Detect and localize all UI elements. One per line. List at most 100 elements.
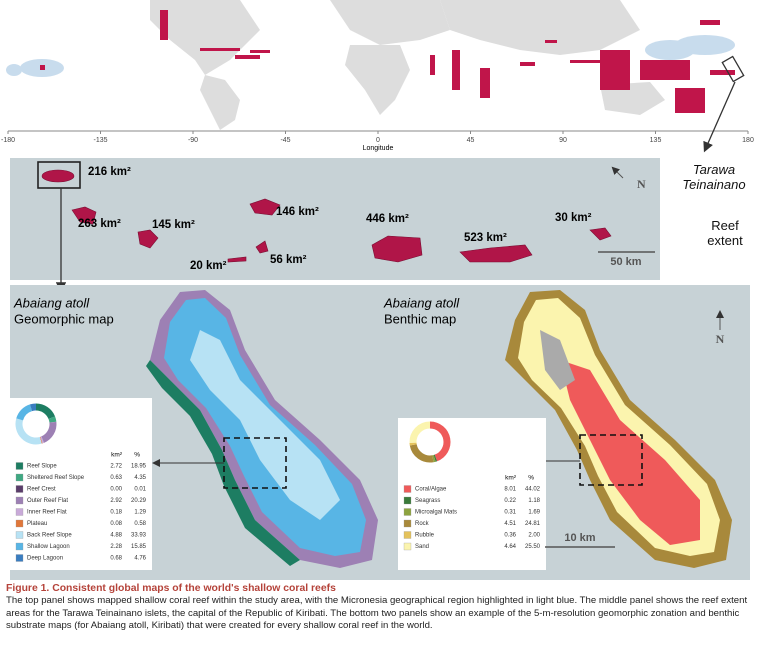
- legend-percent: 0.58: [134, 521, 146, 527]
- panel-site: Abaiang atoll: [13, 295, 90, 310]
- legend-percent: 4.76: [134, 556, 146, 562]
- legend-swatch: [15, 496, 24, 505]
- legend-swatch: [15, 473, 24, 482]
- legend-label: Deep Lagoon: [27, 556, 63, 562]
- legend-swatch: [15, 542, 24, 551]
- legend-percent: 18.95: [131, 464, 147, 470]
- legend-area: 4.88: [110, 533, 122, 539]
- legend-label: Sheltered Reef Slope: [27, 475, 85, 481]
- legend-swatch: [15, 485, 24, 493]
- legend-percent: 15.85: [131, 544, 147, 550]
- legend-label: Shallow Lagoon: [27, 544, 70, 550]
- north-label: N: [637, 177, 646, 191]
- legend-percent: 0.01: [134, 487, 146, 493]
- legend-label: Plateau: [27, 521, 47, 527]
- tick-label: 0: [376, 137, 380, 144]
- legend-area: 2.92: [110, 498, 122, 504]
- legend-area: 0.18: [110, 510, 122, 516]
- legend-swatch: [403, 496, 412, 505]
- legend-label: Sand: [415, 544, 429, 550]
- legend-area: 2.28: [110, 544, 122, 550]
- legend-swatch: [403, 485, 412, 493]
- tick-label: 45: [467, 137, 475, 144]
- legend-swatch: [15, 531, 24, 539]
- world-map: [6, 0, 748, 153]
- tick-label: 90: [559, 137, 567, 144]
- legend-percent: 1.29: [134, 510, 146, 516]
- legend-percent: 2.00: [528, 533, 540, 539]
- area-label: 523 km²: [464, 232, 507, 244]
- panel-title: Benthic map: [384, 311, 456, 326]
- scale-bar-label: 10 km: [564, 532, 595, 544]
- legends: km² % Reef Slope 2.72 18.95 Sheltered Reef Sl…: [15, 403, 541, 562]
- caption-title: Figure 1. Consistent global maps of the …: [6, 583, 336, 594]
- scale-bar-label: 50 km: [610, 256, 641, 268]
- column-header: km²: [505, 475, 517, 482]
- axis-label: Longitude: [363, 145, 394, 152]
- reef-extent-panel: N 50 km: [10, 158, 660, 293]
- figure-graphics: -180 -135 -90 -45 0 45 90 135 180 Longitude N 50…: [1, 0, 754, 580]
- panel-site: Abaiang atoll: [383, 295, 460, 310]
- legend-percent: 33.93: [131, 533, 147, 539]
- legend-percent: 20.29: [131, 498, 147, 504]
- legend-area: 0.63: [110, 475, 122, 481]
- column-header: %: [528, 475, 534, 482]
- donut-segment: [16, 404, 33, 421]
- legend-area: 8.01: [504, 487, 516, 493]
- legend-label: Seagrass: [415, 498, 440, 504]
- legend-area: 0.31: [504, 510, 516, 516]
- legend-percent: 1.69: [528, 510, 540, 516]
- legend-label: Reef Crest: [27, 487, 56, 493]
- area-label: 263 km²: [78, 218, 121, 230]
- legend-area: 0.36: [504, 533, 516, 539]
- donut-segment: [429, 421, 451, 462]
- area-label: 446 km²: [366, 213, 409, 225]
- tick-label: -180: [1, 137, 15, 144]
- legend-swatch: [15, 554, 24, 562]
- legend-swatch: [403, 508, 412, 516]
- legend-label: Outer Reef Flat: [27, 498, 68, 504]
- area-labels: 216 km² 263 km² 145 km² 146 km² 446 km² 523 k…: [78, 166, 592, 272]
- column-header: km²: [111, 452, 123, 459]
- area-label: 30 km²: [555, 212, 592, 224]
- legend-label: Inner Reef Flat: [27, 510, 67, 516]
- tick-label: 135: [650, 137, 662, 144]
- area-label: 56 km²: [270, 254, 307, 266]
- legend-label: Coral/Algae: [415, 487, 447, 493]
- legend-swatch: [15, 462, 24, 470]
- area-label: 145 km²: [152, 219, 195, 231]
- legend-label: Rubble: [415, 533, 435, 539]
- legend-percent: 1.18: [528, 498, 540, 504]
- callout-label: Reef extent: [707, 218, 743, 248]
- donut-segment: [409, 421, 431, 443]
- legend-percent: 25.50: [525, 544, 541, 550]
- legend-swatch: [15, 508, 24, 516]
- legend-label: Back Reef Slope: [27, 533, 72, 539]
- legend-swatch: [403, 519, 412, 528]
- legend-percent: 4.35: [134, 475, 146, 481]
- legend-area: 0.00: [110, 487, 122, 493]
- atoll-panel: N 10 km Abaiang atoll Geomorphic map Aba…: [10, 285, 750, 580]
- legend-area: 2.72: [110, 464, 122, 470]
- longitude-axis: -180 -135 -90 -45 0 45 90 135 180: [1, 131, 754, 144]
- tick-label: 180: [742, 137, 754, 144]
- legend-label: Rock: [415, 521, 430, 527]
- north-label: N: [716, 332, 725, 346]
- legend-area: 0.68: [110, 556, 122, 562]
- legend-percent: 44.02: [525, 487, 541, 493]
- donut-segment: [15, 418, 42, 445]
- legend-percent: 24.81: [525, 521, 541, 527]
- legend-swatch: [403, 531, 412, 539]
- caption: Figure 1. Consistent global maps of the …: [6, 583, 756, 633]
- legend-swatch: [15, 519, 24, 528]
- legend-area: 4.64: [504, 544, 516, 550]
- tick-label: -135: [93, 137, 107, 144]
- callout-site: Tarawa Teinainano: [682, 162, 746, 192]
- legend-label: Reef Slope: [27, 464, 57, 470]
- donut-segment: [48, 416, 57, 423]
- column-header: %: [134, 452, 140, 459]
- legend-area: 0.08: [110, 521, 122, 527]
- panel-title: Geomorphic map: [14, 311, 114, 326]
- tick-label: -90: [188, 137, 198, 144]
